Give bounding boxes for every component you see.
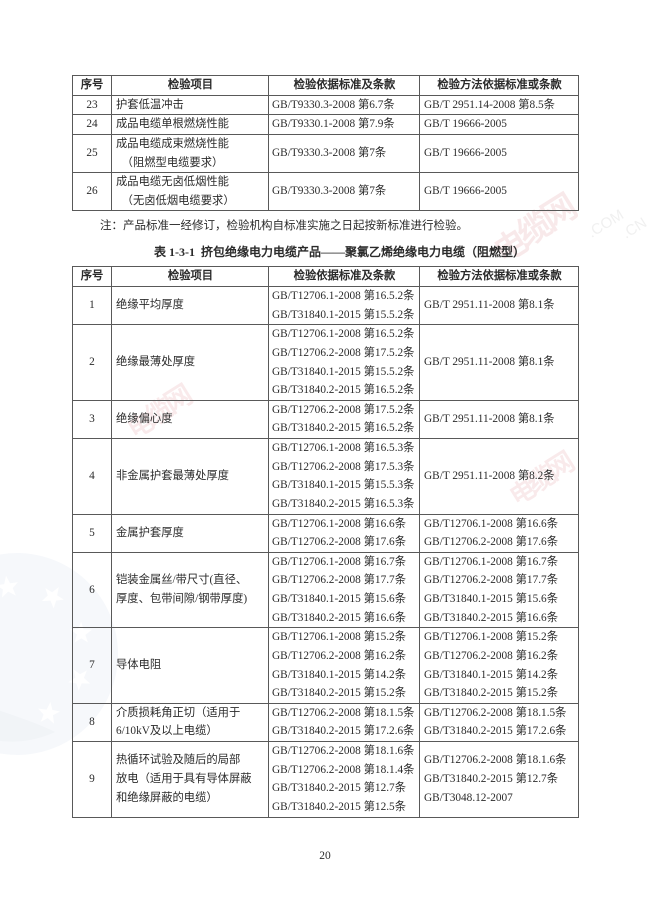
svg-text:.CN: .CN [619, 214, 650, 242]
svg-text:.COM: .COM [585, 206, 627, 241]
